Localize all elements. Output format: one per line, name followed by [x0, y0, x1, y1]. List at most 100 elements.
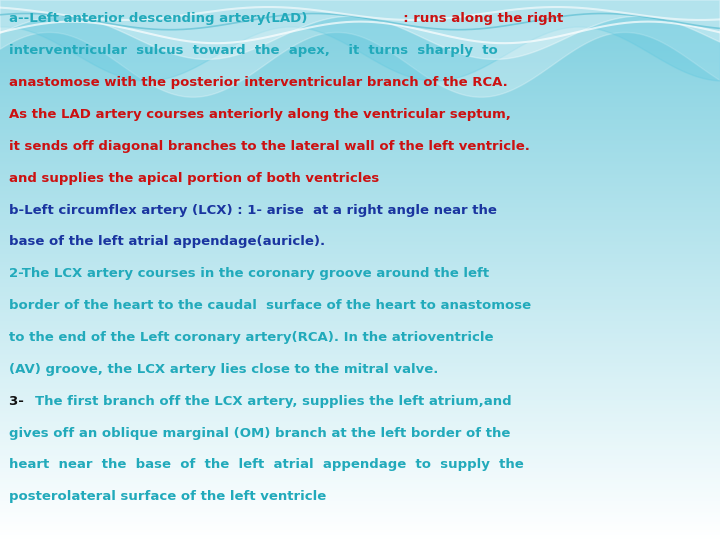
Bar: [0, 77, 720, 78]
Bar: [0, 222, 720, 224]
Bar: [0, 437, 720, 438]
Bar: [0, 43, 720, 44]
Bar: [0, 280, 720, 281]
Bar: [0, 98, 720, 99]
Bar: [0, 342, 720, 343]
Bar: [0, 502, 720, 503]
Bar: [0, 373, 720, 374]
Bar: [0, 539, 720, 540]
Bar: [0, 208, 720, 210]
Bar: [0, 526, 720, 527]
Bar: [0, 79, 720, 80]
Bar: [0, 346, 720, 347]
Bar: [0, 114, 720, 116]
Text: 3-: 3-: [9, 395, 29, 408]
Bar: [0, 107, 720, 108]
Bar: [0, 432, 720, 433]
Bar: [0, 319, 720, 320]
Bar: [0, 353, 720, 354]
Bar: [0, 147, 720, 148]
Bar: [0, 170, 720, 171]
Bar: [0, 376, 720, 377]
Bar: [0, 253, 720, 254]
Bar: [0, 19, 720, 21]
Bar: [0, 220, 720, 221]
Bar: [0, 121, 720, 122]
Bar: [0, 473, 720, 474]
Bar: [0, 233, 720, 234]
Bar: [0, 252, 720, 253]
Bar: [0, 50, 720, 51]
Bar: [0, 296, 720, 297]
Bar: [0, 89, 720, 90]
Bar: [0, 54, 720, 55]
Bar: [0, 216, 720, 217]
Bar: [0, 384, 720, 386]
Bar: [0, 517, 720, 518]
Bar: [0, 58, 720, 59]
Bar: [0, 21, 720, 22]
Bar: [0, 445, 720, 446]
Bar: [0, 241, 720, 242]
Text: a--Left anterior descending artery(LAD): a--Left anterior descending artery(LAD): [9, 12, 307, 25]
Bar: [0, 465, 720, 467]
Bar: [0, 180, 720, 181]
Bar: [0, 420, 720, 421]
Bar: [0, 266, 720, 267]
Text: gives off an oblique marginal (OM) branch at the left border of the: gives off an oblique marginal (OM) branc…: [9, 427, 510, 440]
Bar: [0, 521, 720, 522]
Bar: [0, 48, 720, 49]
Bar: [0, 462, 720, 463]
Bar: [0, 536, 720, 537]
Bar: [0, 8, 720, 9]
Bar: [0, 141, 720, 143]
Bar: [0, 67, 720, 68]
Bar: [0, 225, 720, 226]
Bar: [0, 474, 720, 475]
Bar: [0, 126, 720, 127]
Bar: [0, 235, 720, 237]
Bar: [0, 173, 720, 174]
Bar: [0, 512, 720, 513]
Bar: [0, 401, 720, 402]
Bar: [0, 410, 720, 411]
Bar: [0, 91, 720, 92]
Bar: [0, 143, 720, 144]
Bar: [0, 213, 720, 214]
Bar: [0, 247, 720, 248]
Bar: [0, 289, 720, 291]
Bar: [0, 428, 720, 429]
Bar: [0, 168, 720, 170]
Bar: [0, 269, 720, 270]
Bar: [0, 489, 720, 490]
Bar: [0, 505, 720, 507]
Bar: [0, 472, 720, 473]
Bar: [0, 285, 720, 286]
Bar: [0, 190, 720, 191]
Bar: [0, 368, 720, 369]
Bar: [0, 469, 720, 470]
Bar: [0, 202, 720, 203]
Bar: [0, 261, 720, 262]
Bar: [0, 4, 720, 5]
Bar: [0, 255, 720, 256]
Bar: [0, 417, 720, 418]
Bar: [0, 364, 720, 365]
Bar: [0, 134, 720, 135]
Bar: [0, 457, 720, 458]
Bar: [0, 112, 720, 113]
Bar: [0, 275, 720, 276]
Bar: [0, 257, 720, 258]
Bar: [0, 326, 720, 327]
Bar: [0, 242, 720, 243]
Bar: [0, 396, 720, 397]
Bar: [0, 13, 720, 14]
Bar: [0, 387, 720, 388]
Bar: [0, 308, 720, 309]
Bar: [0, 18, 720, 19]
Bar: [0, 438, 720, 440]
Bar: [0, 45, 720, 46]
Bar: [0, 227, 720, 228]
Bar: [0, 57, 720, 58]
Bar: [0, 145, 720, 146]
